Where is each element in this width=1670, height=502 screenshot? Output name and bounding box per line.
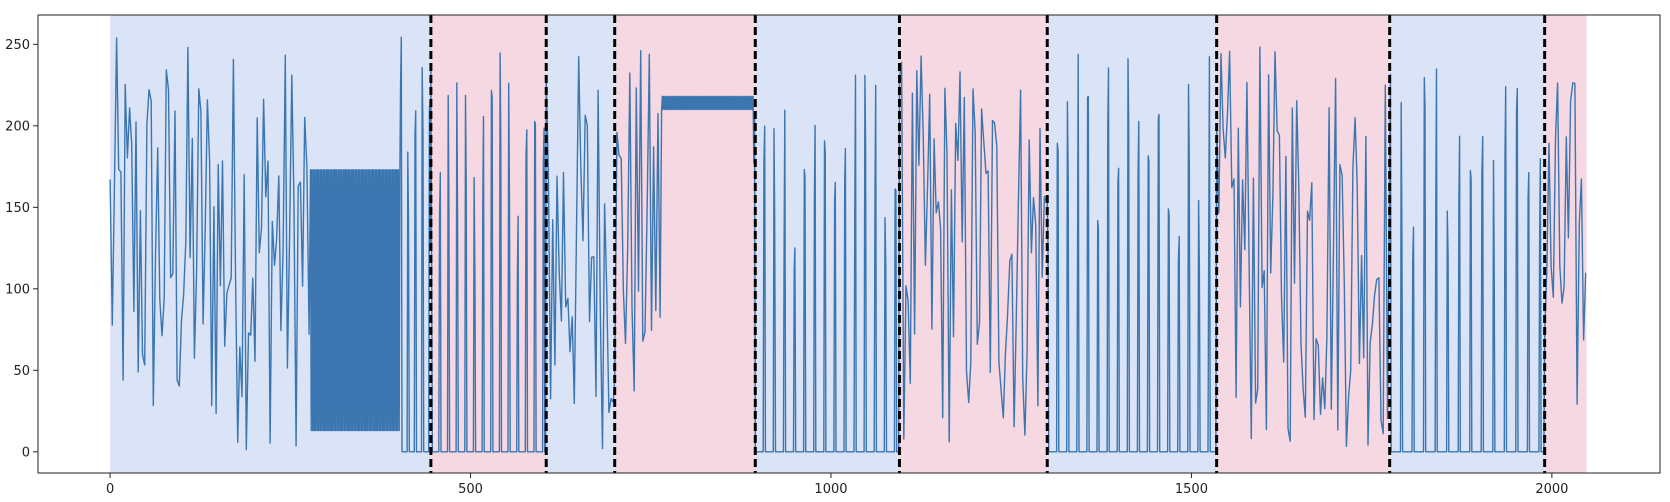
- segment-band-9: [1389, 15, 1545, 473]
- changepoint-lines: [429, 15, 1547, 473]
- axes: 0 500 1000 1500 2000 0 50 100 150 200 250: [5, 38, 1568, 497]
- segment-band-8: [1216, 15, 1390, 473]
- y-tick-label: 200: [5, 119, 30, 134]
- x-tick-label: 1000: [814, 482, 847, 497]
- y-tick-label: 50: [13, 364, 30, 379]
- x-tick-label: 0: [106, 482, 114, 497]
- y-tick-label: 250: [5, 38, 30, 53]
- x-tick-label: 2000: [1535, 482, 1568, 497]
- plot-frame: [37, 14, 1661, 474]
- y-tick-label: 150: [5, 201, 30, 216]
- segment-band-5: [755, 15, 900, 473]
- y-tick-label: 100: [5, 282, 30, 297]
- x-tick-label: 500: [458, 482, 483, 497]
- series-line: [109, 36, 1587, 453]
- x-tick-label: 1500: [1175, 482, 1208, 497]
- segment-band-7: [1047, 15, 1217, 473]
- y-tick-label: 0: [22, 445, 30, 460]
- series-line-group: [109, 36, 1587, 453]
